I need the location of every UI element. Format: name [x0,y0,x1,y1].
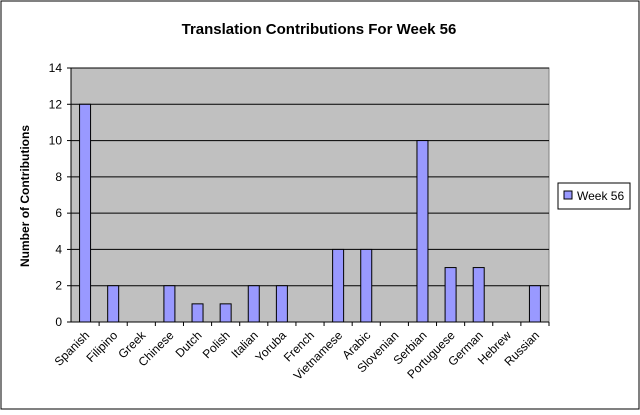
legend: Week 56 [557,182,631,210]
bar [528,285,541,323]
bar [107,285,120,323]
bar [472,267,485,323]
bar [79,103,92,323]
bar [247,285,260,323]
bar [163,285,176,323]
y-tick-label: 6 [55,206,62,220]
y-tick-label: 2 [55,279,62,293]
y-tick-label: 14 [49,61,63,75]
legend-label: Week 56 [577,189,624,203]
bar [275,285,288,323]
bar [219,303,232,323]
y-tick-label: 0 [55,315,62,329]
legend-swatch [563,190,573,200]
plot-background [70,67,550,323]
bar [191,303,204,323]
y-tick-label: 4 [55,242,62,256]
y-tick-label: 10 [49,134,63,148]
y-tick-label: 8 [55,170,62,184]
bar [360,248,373,323]
y-tick-label: 12 [49,97,63,111]
y-axis-title: Number of Contributions [18,125,32,267]
chart-title: Translation Contributions For Week 56 [182,21,457,38]
bar [416,140,429,323]
bar [332,248,345,323]
bar [444,267,457,323]
